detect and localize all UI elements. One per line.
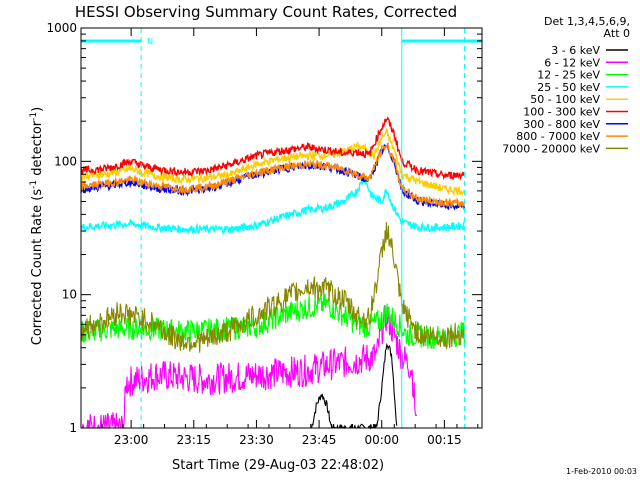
legend-label-9: 7000 - 20000 keV <box>502 142 600 155</box>
x-tick-label-0: 23:00 <box>114 433 149 447</box>
y-tick-label-0: 1 <box>69 421 77 435</box>
series-layer <box>80 116 466 431</box>
series-line-8 <box>80 143 466 209</box>
series-line-3 <box>80 292 466 350</box>
flag-label: N <box>147 37 153 46</box>
legend-header-line-2: Att 0 <box>604 27 630 40</box>
x-tick-label-3: 23:45 <box>302 433 337 447</box>
y-axis-label: Corrected Count Rate (s-1 detector-1) <box>29 107 45 345</box>
flags-layer: N <box>81 28 482 428</box>
series-line-9 <box>80 222 466 353</box>
y-tick-label-1: 10 <box>62 288 77 302</box>
x-axis-label: Start Time (29-Aug-03 22:48:02) <box>172 458 384 473</box>
legend-label-1: 3 - 6 keV <box>551 44 600 57</box>
date-stamp: 1-Feb-2010 00:03 <box>566 467 637 476</box>
series-line-2 <box>81 305 418 429</box>
legend-header-line-1: Det 1,3,4,5,6,9, <box>544 15 630 28</box>
chart-title: HESSI Observing Summary Count Rates, Cor… <box>75 3 457 21</box>
x-tick-label-1: 23:15 <box>176 433 211 447</box>
series-line-5 <box>80 127 466 197</box>
legend-label-2: 6 - 12 keV <box>544 56 600 69</box>
legend-label-3: 12 - 25 keV <box>537 69 600 82</box>
series-line-6 <box>80 116 466 181</box>
x-tick-label-2: 23:30 <box>239 433 274 447</box>
x-tick-label-5: 00:15 <box>427 433 462 447</box>
x-tick-label-4: 00:00 <box>364 433 399 447</box>
y-tick-label-3: 1000 <box>46 21 77 35</box>
legend-label-6: 100 - 300 keV <box>523 106 600 119</box>
axes-layer: 23:00 23:15 23:30 23:45 00:00 00:15 1 10 100 1000 <box>46 21 483 447</box>
plot-frame <box>80 27 483 429</box>
legend-label-8: 800 - 7000 keV <box>516 130 600 143</box>
legend-label-4: 25 - 50 keV <box>537 81 600 94</box>
series-line-4 <box>80 178 465 235</box>
series-line-1 <box>311 342 398 431</box>
y-tick-label-2: 100 <box>54 154 77 168</box>
legend-label-5: 50 - 100 keV <box>530 93 600 106</box>
legend-label-7: 300 - 800 keV <box>523 118 600 131</box>
